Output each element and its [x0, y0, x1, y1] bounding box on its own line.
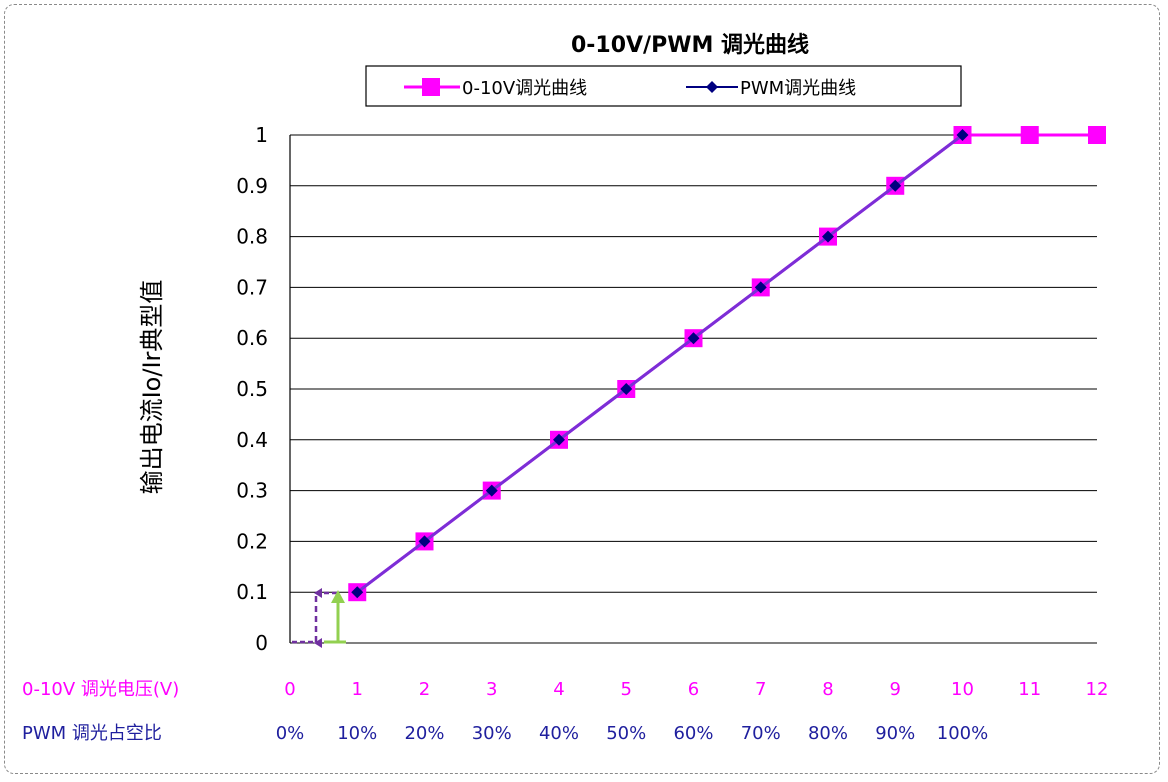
- legend-entry-pwm: PWM调光曲线: [740, 78, 856, 99]
- x-tick-label-voltage: 1: [352, 679, 363, 700]
- point-pwm: [553, 433, 565, 446]
- x-axis-2-label: PWM 调光占空比: [22, 723, 162, 744]
- chart-title: 0-10V/PWM 调光曲线: [571, 32, 809, 58]
- x-tick-label-voltage: 10: [951, 679, 974, 700]
- series-pwm: [351, 129, 969, 599]
- x-tick-label-voltage: 7: [755, 679, 766, 700]
- point-pwm: [822, 230, 834, 243]
- y-axis-label: 输出电流Io/Ir典型值: [138, 280, 166, 495]
- y-tick-label: 0.2: [236, 529, 268, 553]
- point-pwm: [620, 383, 633, 395]
- x-ticks-pwm: 0% 10% 20% 30% 40% 50% 60% 70% 80% 90% 100%: [276, 723, 989, 744]
- y-tick-label: 0.4: [236, 428, 268, 452]
- x-tick-label-voltage: 3: [486, 679, 497, 700]
- x-tick-label-pwm: 40%: [539, 723, 579, 744]
- x-tick-label-pwm: 20%: [404, 723, 444, 744]
- series-line-pwm: [356, 134, 964, 594]
- y-tick-label: 0.8: [236, 225, 268, 249]
- annotation-arrow-left: [314, 638, 322, 648]
- x-axis-1-label: 0-10V 调光电压(V): [22, 679, 179, 700]
- x-tick-label-voltage: 11: [1018, 679, 1041, 700]
- point-pwm: [485, 484, 498, 497]
- x-tick-label-pwm: 30%: [472, 723, 512, 744]
- point-0-10v: [1020, 126, 1039, 144]
- legend-entry-0-10v: 0-10V调光曲线: [462, 78, 587, 99]
- y-tick-label: 1: [255, 123, 268, 147]
- x-tick-label-pwm: 60%: [673, 723, 713, 744]
- x-ticks-voltage: 0 1 2 3 4 5 6 7 8 9 10 11 12: [284, 679, 1108, 700]
- x-tick-label-voltage: 12: [1086, 679, 1109, 700]
- y-tick-label: 0.9: [236, 174, 268, 198]
- y-tick-label: 0.1: [236, 580, 268, 604]
- x-tick-label-pwm: 90%: [875, 723, 915, 744]
- origin-annotations: [292, 588, 346, 648]
- point-pwm: [956, 129, 969, 141]
- annotation-green-arrow: [331, 590, 345, 603]
- x-tick-label-pwm: 70%: [741, 723, 781, 744]
- y-tick-label: 0.7: [236, 275, 268, 299]
- x-tick-label-voltage: 4: [553, 679, 564, 700]
- annotation-arrow-top: [314, 588, 322, 598]
- y-tick-label: 0.3: [236, 479, 268, 503]
- grid: [289, 134, 1097, 644]
- x-tick-label-voltage: 2: [419, 679, 430, 700]
- y-tick-label: 0: [255, 631, 268, 655]
- legend: 0-10V调光曲线 PWM调光曲线: [365, 65, 962, 107]
- legend-swatch-marker-pwm: [706, 81, 718, 93]
- point-pwm: [754, 281, 767, 294]
- x-tick-label-pwm: 100%: [937, 723, 988, 744]
- point-pwm: [687, 332, 700, 345]
- series-line-0-10v: [356, 133, 1097, 594]
- y-tick-label: 0.6: [236, 326, 268, 350]
- x-tick-label-voltage: 8: [822, 679, 833, 700]
- legend-box: [365, 65, 962, 107]
- x-tick-label-pwm: 50%: [606, 723, 646, 744]
- x-tick-label-voltage: 9: [890, 679, 901, 700]
- point-0-10v: [1088, 126, 1106, 144]
- point-pwm: [889, 179, 902, 192]
- point-pwm: [351, 586, 364, 599]
- series-0-10v: [348, 126, 1106, 602]
- x-tick-label-pwm: 0%: [276, 723, 305, 744]
- x-tick-label-pwm: 80%: [808, 723, 848, 744]
- x-tick-label-voltage: 0: [284, 679, 295, 700]
- y-tick-label: 0.5: [236, 377, 268, 401]
- x-tick-label-pwm: 10%: [337, 723, 377, 744]
- x-tick-label-voltage: 6: [688, 679, 699, 700]
- x-tick-label-voltage: 5: [621, 679, 632, 700]
- y-ticks: 0 0.1 0.2 0.3 0.4 0.5 0.6 0.7 0.8 0.9 1: [236, 123, 268, 655]
- point-pwm: [418, 535, 431, 548]
- legend-swatch-marker-0-10v: [422, 78, 440, 96]
